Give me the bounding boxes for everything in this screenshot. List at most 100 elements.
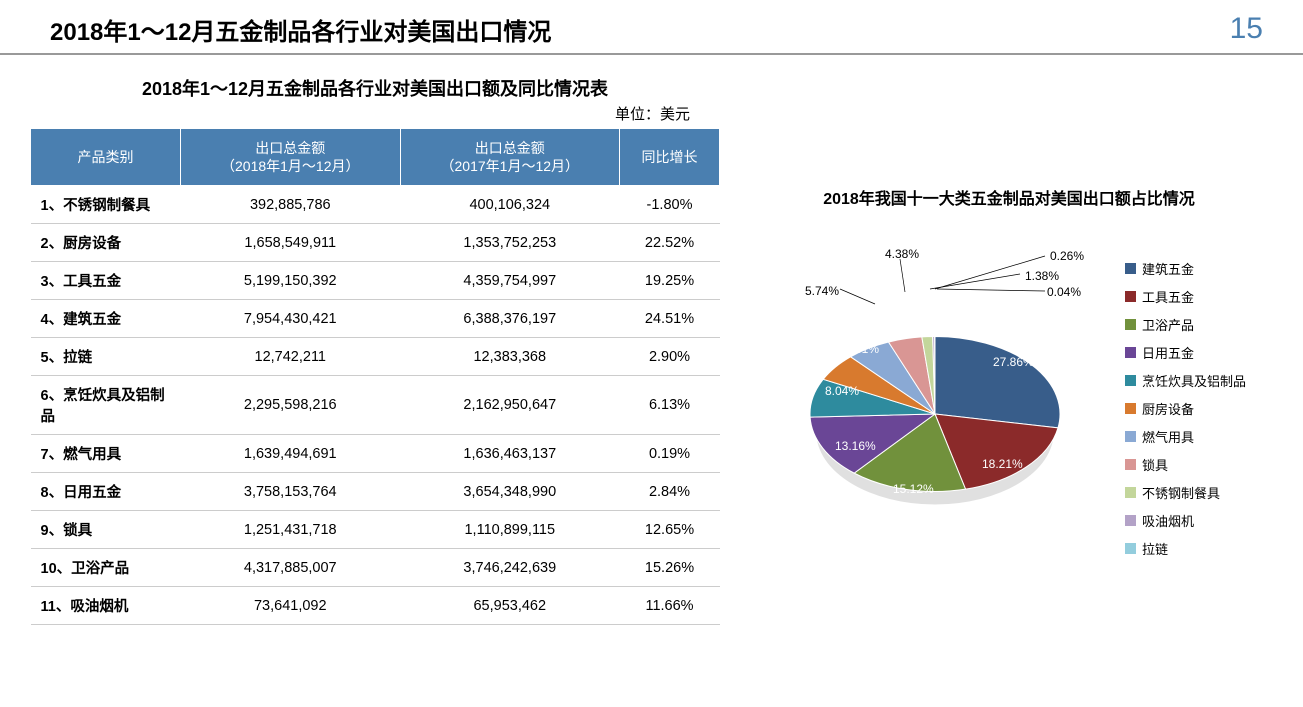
- legend-swatch: [1125, 543, 1136, 554]
- category-cell: 10、卫浴产品: [31, 549, 181, 587]
- value-cell: 24.51%: [620, 300, 720, 338]
- category-cell: 3、工具五金: [31, 262, 181, 300]
- category-cell: 11、吸油烟机: [31, 587, 181, 625]
- pie-chart: 27.86% 18.21% 15.12% 13.16% 8.04% 5.81% 5.74% 4…: [745, 229, 1125, 559]
- chart-section: 2018年我国十一大类五金制品对美国出口额占比情况 27.86% 18.21% 15…: [720, 75, 1273, 625]
- value-cell: 4,317,885,007: [181, 549, 401, 587]
- pie-slice-label: 5.74%: [805, 284, 839, 298]
- table-row: 1、不锈钢制餐具392,885,786400,106,324-1.80%: [31, 186, 720, 224]
- pie-slice-label: 18.21%: [982, 457, 1023, 471]
- value-cell: 22.52%: [620, 224, 720, 262]
- value-cell: 1,639,494,691: [181, 435, 401, 473]
- table-row: 7、燃气用具1,639,494,6911,636,463,1370.19%: [31, 435, 720, 473]
- chart-title: 2018年我国十一大类五金制品对美国出口额占比情况: [745, 185, 1273, 209]
- value-cell: 4,359,754,997: [400, 262, 620, 300]
- legend-item: 建筑五金: [1125, 259, 1246, 278]
- slide-header: 2018年1～12月五金制品各行业对美国出口情况 15: [0, 0, 1303, 55]
- legend-item: 烹饪炊具及铝制品: [1125, 371, 1246, 390]
- table-row: 6、烹饪炊具及铝制品2,295,598,2162,162,950,6476.13…: [31, 376, 720, 435]
- pie-slice-label: 8.04%: [825, 384, 859, 398]
- table-row: 10、卫浴产品4,317,885,0073,746,242,63915.26%: [31, 549, 720, 587]
- value-cell: 6.13%: [620, 376, 720, 435]
- pie-slice-label: 15.12%: [893, 482, 934, 496]
- table-row: 8、日用五金3,758,153,7643,654,348,9902.84%: [31, 473, 720, 511]
- table-column-header: 出口总金额（2018年1月～12月）: [181, 129, 401, 186]
- value-cell: 3,654,348,990: [400, 473, 620, 511]
- table-column-header: 出口总金额（2017年1月～12月）: [400, 129, 620, 186]
- legend-swatch: [1125, 515, 1136, 526]
- table-row: 5、拉链12,742,21112,383,3682.90%: [31, 338, 720, 376]
- legend-label: 燃气用具: [1142, 427, 1194, 446]
- value-cell: 2,162,950,647: [400, 376, 620, 435]
- value-cell: 1,353,752,253: [400, 224, 620, 262]
- value-cell: 1,658,549,911: [181, 224, 401, 262]
- legend-swatch: [1125, 347, 1136, 358]
- legend-item: 不锈钢制餐具: [1125, 483, 1246, 502]
- slide-title: 2018年1～12月五金制品各行业对美国出口情况: [50, 12, 551, 47]
- table-row: 4、建筑五金7,954,430,4216,388,376,19724.51%: [31, 300, 720, 338]
- value-cell: 7,954,430,421: [181, 300, 401, 338]
- value-cell: 400,106,324: [400, 186, 620, 224]
- value-cell: 3,746,242,639: [400, 549, 620, 587]
- value-cell: 0.19%: [620, 435, 720, 473]
- pie-slice-label: 5.81%: [845, 342, 879, 356]
- table-row: 2、厨房设备1,658,549,9111,353,752,25322.52%: [31, 224, 720, 262]
- category-cell: 7、燃气用具: [31, 435, 181, 473]
- table-section: 2018年1～12月五金制品各行业对美国出口额及同比情况表 单位：美元 产品类别…: [30, 75, 720, 625]
- pie-slice: [935, 337, 1060, 428]
- legend-item: 工具五金: [1125, 287, 1246, 306]
- value-cell: 2.90%: [620, 338, 720, 376]
- table-body: 1、不锈钢制餐具392,885,786400,106,324-1.80%2、厨房…: [31, 186, 720, 625]
- category-cell: 1、不锈钢制餐具: [31, 186, 181, 224]
- legend-swatch: [1125, 319, 1136, 330]
- value-cell: 2.84%: [620, 473, 720, 511]
- value-cell: 15.26%: [620, 549, 720, 587]
- value-cell: 12,742,211: [181, 338, 401, 376]
- table-row: 3、工具五金5,199,150,3924,359,754,99719.25%: [31, 262, 720, 300]
- legend-swatch: [1125, 263, 1136, 274]
- value-cell: 65,953,462: [400, 587, 620, 625]
- value-cell: 5,199,150,392: [181, 262, 401, 300]
- value-cell: 2,295,598,216: [181, 376, 401, 435]
- table-column-header: 产品类别: [31, 129, 181, 186]
- pie-slice-label: 4.38%: [885, 247, 919, 261]
- category-cell: 8、日用五金: [31, 473, 181, 511]
- value-cell: 1,636,463,137: [400, 435, 620, 473]
- legend-label: 日用五金: [1142, 343, 1194, 362]
- pie-slice-label: 13.16%: [835, 439, 876, 453]
- legend-item: 卫浴产品: [1125, 315, 1246, 334]
- value-cell: 3,758,153,764: [181, 473, 401, 511]
- table-unit: 单位：美元: [30, 103, 720, 124]
- chart-legend: 建筑五金工具五金卫浴产品日用五金烹饪炊具及铝制品厨房设备燃气用具锁具不锈钢制餐具…: [1125, 229, 1246, 567]
- pie-svg: [745, 229, 1125, 559]
- category-cell: 4、建筑五金: [31, 300, 181, 338]
- value-cell: 1,251,431,718: [181, 511, 401, 549]
- content-area: 2018年1～12月五金制品各行业对美国出口额及同比情况表 单位：美元 产品类别…: [0, 55, 1303, 625]
- legend-swatch: [1125, 431, 1136, 442]
- table-title: 2018年1～12月五金制品各行业对美国出口额及同比情况表: [30, 75, 720, 101]
- legend-item: 吸油烟机: [1125, 511, 1246, 530]
- value-cell: 1,110,899,115: [400, 511, 620, 549]
- pie-slice-label: 0.04%: [1047, 285, 1081, 299]
- value-cell: 73,641,092: [181, 587, 401, 625]
- legend-swatch: [1125, 291, 1136, 302]
- legend-label: 厨房设备: [1142, 399, 1194, 418]
- value-cell: -1.80%: [620, 186, 720, 224]
- legend-item: 拉链: [1125, 539, 1246, 558]
- value-cell: 12.65%: [620, 511, 720, 549]
- legend-item: 燃气用具: [1125, 427, 1246, 446]
- pie-slice-label: 0.26%: [1050, 249, 1084, 263]
- legend-label: 工具五金: [1142, 287, 1194, 306]
- legend-label: 烹饪炊具及铝制品: [1142, 371, 1246, 390]
- legend-label: 拉链: [1142, 539, 1168, 558]
- legend-swatch: [1125, 403, 1136, 414]
- value-cell: 19.25%: [620, 262, 720, 300]
- pie-slice-label: 27.86%: [993, 355, 1034, 369]
- table-column-header: 同比增长: [620, 129, 720, 186]
- table-row: 9、锁具1,251,431,7181,110,899,11512.65%: [31, 511, 720, 549]
- legend-label: 锁具: [1142, 455, 1168, 474]
- export-table: 产品类别出口总金额（2018年1月～12月）出口总金额（2017年1月～12月）…: [30, 128, 720, 625]
- value-cell: 12,383,368: [400, 338, 620, 376]
- legend-item: 锁具: [1125, 455, 1246, 474]
- value-cell: 6,388,376,197: [400, 300, 620, 338]
